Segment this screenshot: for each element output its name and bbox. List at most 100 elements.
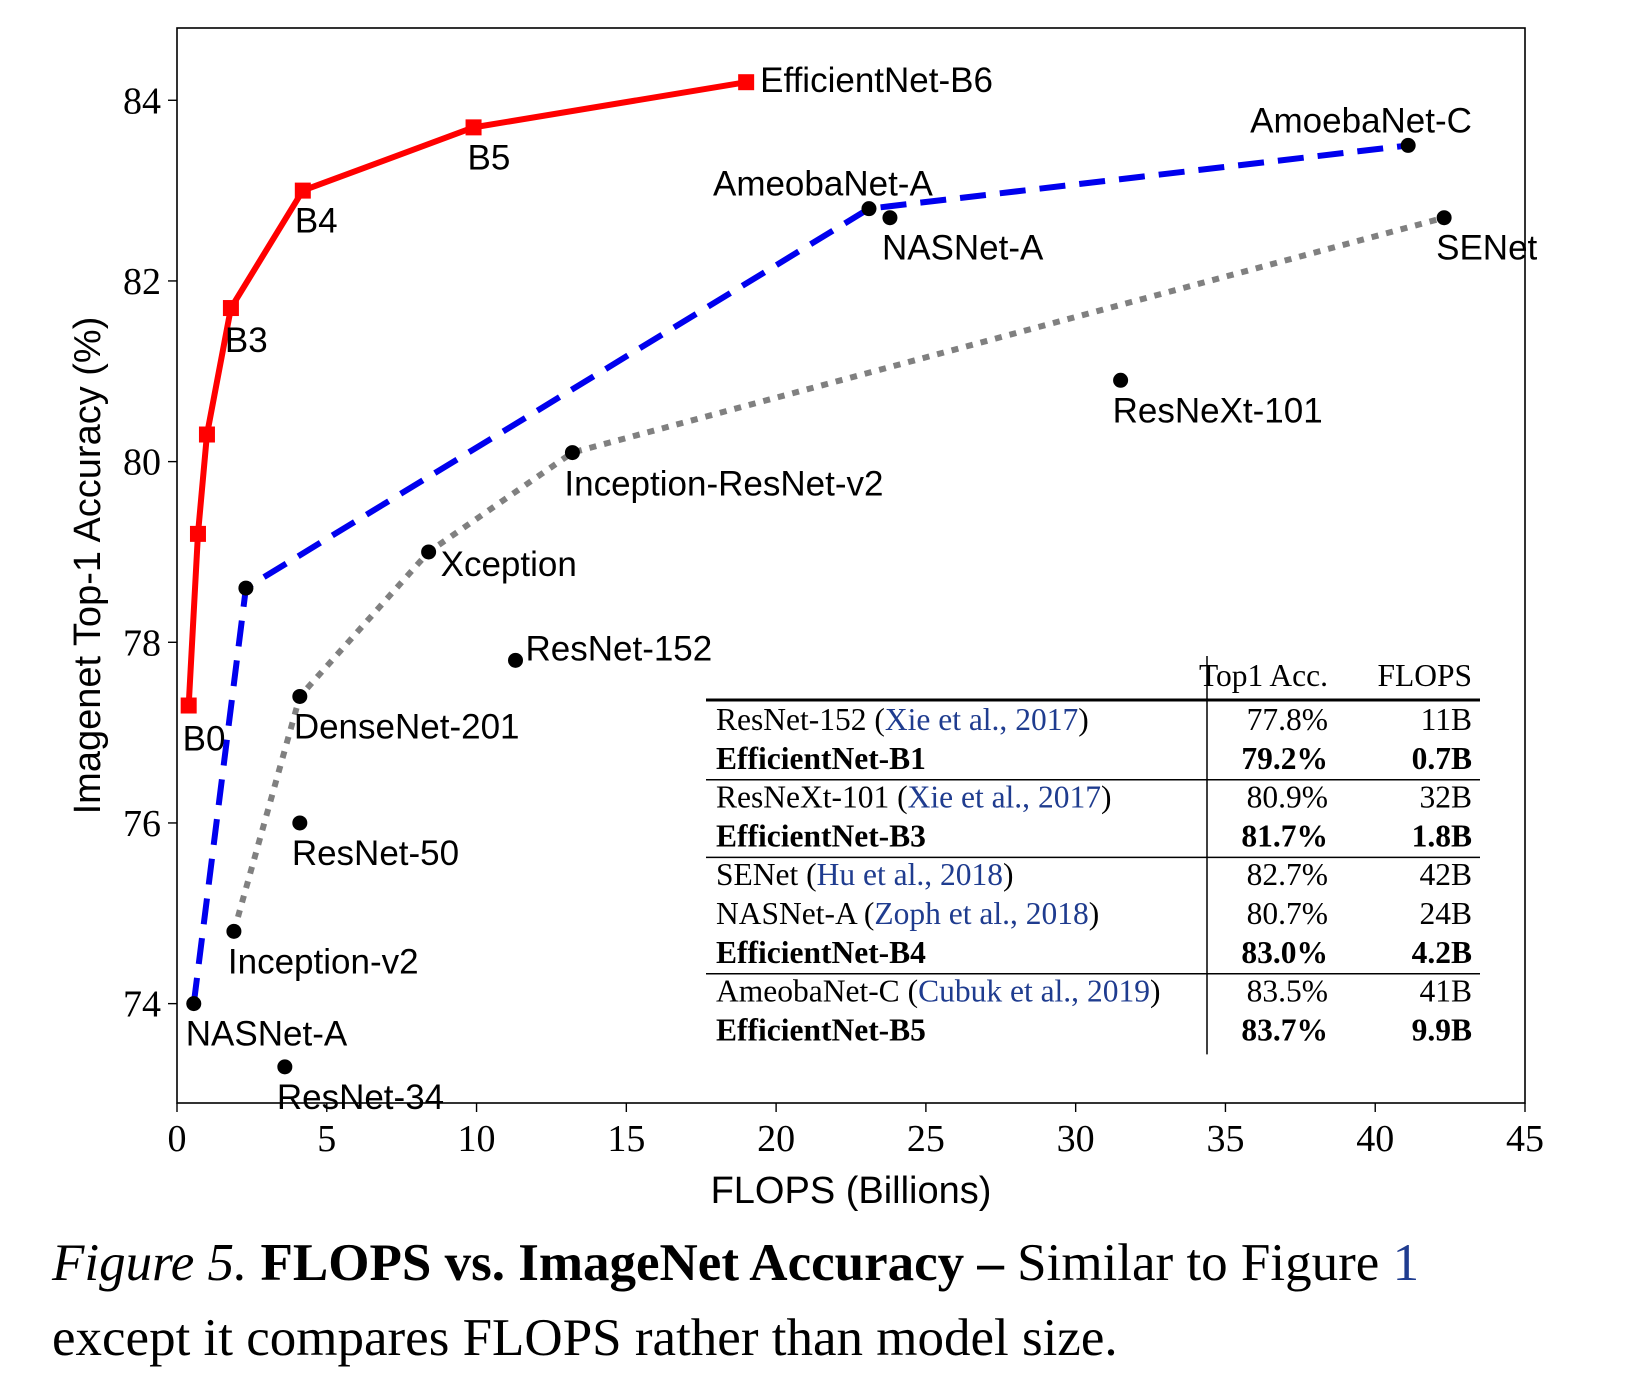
x-tick-label: 0 xyxy=(168,1118,187,1160)
table-cell-acc: 83.0% xyxy=(1241,935,1328,970)
y-tick-label: 74 xyxy=(123,984,161,1026)
table-citation-open: ( xyxy=(866,702,884,737)
data-point xyxy=(226,923,242,939)
table-model-name: EfficientNet-B3 xyxy=(716,818,926,853)
table-citation-close: ) xyxy=(1003,857,1014,892)
table-cell-model: ResNeXt-101 (Xie et al., 2017) xyxy=(716,780,1111,815)
point-label: AmeobaNet-A xyxy=(713,165,933,204)
table-cell-acc: 77.8% xyxy=(1247,702,1328,737)
table-cell-acc: 83.7% xyxy=(1241,1012,1328,1047)
table-cell-flops: 0.7B xyxy=(1412,741,1472,776)
table-citation-space xyxy=(1007,702,1015,737)
table-citation-year[interactable]: 2018 xyxy=(940,857,1003,892)
table-cell-model: EfficientNet-B5 xyxy=(716,1012,926,1047)
caption-figure-ref[interactable]: 1 xyxy=(1392,1234,1420,1292)
y-tick-label: 80 xyxy=(123,442,161,484)
table-model-name: EfficientNet-B1 xyxy=(716,741,926,776)
table-cell-acc: 80.7% xyxy=(1247,896,1328,931)
caption-label: Figure 5. xyxy=(52,1234,248,1292)
table-cell-model: AmeobaNet-C (Cubuk et al., 2019) xyxy=(716,974,1160,1009)
table-model-name: EfficientNet-B5 xyxy=(716,1012,926,1047)
table-citation-author[interactable]: Hu et al., xyxy=(817,857,932,892)
nas-baseline-line xyxy=(190,142,1409,1005)
point-label: ResNet-34 xyxy=(277,1078,444,1117)
table-cell-acc: 80.9% xyxy=(1247,780,1328,815)
table-model-name: SENet xyxy=(716,857,798,892)
table-cell-model: ResNet-152 (Xie et al., 2017) xyxy=(716,702,1089,737)
table-citation-space xyxy=(932,857,940,892)
table-cell-acc: 81.7% xyxy=(1241,818,1328,853)
table-cell-model: EfficientNet-B1 xyxy=(716,741,926,776)
point-label: NASNet-A xyxy=(882,229,1044,268)
table-header-flops: FLOPS xyxy=(1377,658,1472,693)
efficientnet-point xyxy=(465,119,482,136)
table-citation-author[interactable]: Xie et al., xyxy=(908,780,1030,815)
data-point xyxy=(882,210,898,226)
y-tick-label: 84 xyxy=(123,80,161,122)
x-tick-label: 25 xyxy=(907,1118,945,1160)
data-point xyxy=(564,445,580,461)
table-citation-close: ) xyxy=(1089,896,1100,931)
table-cell-model: EfficientNet-B4 xyxy=(716,935,926,970)
table-citation-author[interactable]: Zoph et al., xyxy=(874,896,1017,931)
point-label: ResNet-152 xyxy=(525,629,712,668)
table-cell-acc: 83.5% xyxy=(1247,974,1328,1009)
data-point xyxy=(861,201,877,217)
x-tick-label: 35 xyxy=(1206,1118,1244,1160)
figure-caption: Figure 5. FLOPS vs. ImageNet Accuracy – … xyxy=(52,1226,1632,1376)
point-label: Xception xyxy=(441,545,577,584)
table-model-name: AmeobaNet-C xyxy=(716,974,900,1009)
point-label: B3 xyxy=(225,321,268,360)
point-label: ResNeXt-101 xyxy=(1113,391,1323,430)
caption-title: FLOPS vs. ImageNet Accuracy – xyxy=(260,1234,1004,1292)
point-label: EfficientNet-B6 xyxy=(760,61,993,100)
table-citation-open: ( xyxy=(900,974,918,1009)
table-citation-year[interactable]: 2019 xyxy=(1087,974,1150,1009)
point-label: B5 xyxy=(468,138,511,177)
x-tick-label: 30 xyxy=(1057,1118,1095,1160)
y-tick-label: 78 xyxy=(123,622,161,664)
data-point xyxy=(292,815,308,831)
table-citation-open: ( xyxy=(798,857,816,892)
data-point xyxy=(292,688,308,704)
data-point xyxy=(1400,137,1416,153)
point-label: AmoebaNet-C xyxy=(1250,101,1472,140)
chart-figure: 0 5 10 15 20 25 30 35 40 45 74 76 78 80 82 84 FLOPS (Bil… xyxy=(67,27,1544,1212)
table-cell-acc: 79.2% xyxy=(1241,741,1328,776)
table-citation-author[interactable]: Cubuk et al., xyxy=(918,974,1079,1009)
x-tick-label: 5 xyxy=(317,1118,336,1160)
point-label: Inception-ResNet-v2 xyxy=(564,465,883,504)
efficientnet-point xyxy=(198,426,215,443)
y-axis-label: Imagenet Top-1 Accuracy (%) xyxy=(67,317,109,815)
data-point xyxy=(238,580,254,596)
table-cell-flops: 9.9B xyxy=(1412,1012,1472,1047)
table-cell-model: SENet (Hu et al., 2018) xyxy=(716,857,1013,892)
x-tick-label: 40 xyxy=(1356,1118,1394,1160)
table-citation-close: ) xyxy=(1078,702,1089,737)
table-citation-year[interactable]: 2017 xyxy=(1015,702,1078,737)
efficientnet-point xyxy=(738,74,755,91)
data-point xyxy=(186,996,202,1012)
table-citation-year[interactable]: 2018 xyxy=(1026,896,1089,931)
table-citation-author[interactable]: Xie et al., xyxy=(885,702,1007,737)
y-tick-label: 76 xyxy=(123,803,161,845)
table-cell-flops: 41B xyxy=(1419,974,1472,1009)
table-cell-flops: 1.8B xyxy=(1412,818,1472,853)
efficientnet-point xyxy=(189,525,206,542)
x-axis-label: FLOPS (Billions) xyxy=(711,1170,992,1212)
table-citation-space xyxy=(1079,974,1087,1009)
table-cell-flops: 32B xyxy=(1419,780,1472,815)
table-citation-close: ) xyxy=(1101,780,1112,815)
data-point xyxy=(277,1059,293,1075)
table-citation-year[interactable]: 2017 xyxy=(1038,780,1101,815)
table-header-acc: Top1 Acc. xyxy=(1199,658,1328,693)
table-cell-model: EfficientNet-B3 xyxy=(716,818,926,853)
point-label: SENet xyxy=(1436,229,1537,268)
table-citation-space xyxy=(1018,896,1026,931)
table-model-name: EfficientNet-B4 xyxy=(716,935,926,970)
point-label: DenseNet-201 xyxy=(294,707,520,746)
table-cell-flops: 24B xyxy=(1419,896,1472,931)
efficientnet-point xyxy=(180,697,197,714)
table-citation-open: ( xyxy=(889,780,907,815)
point-label: Inception-v2 xyxy=(228,942,419,981)
